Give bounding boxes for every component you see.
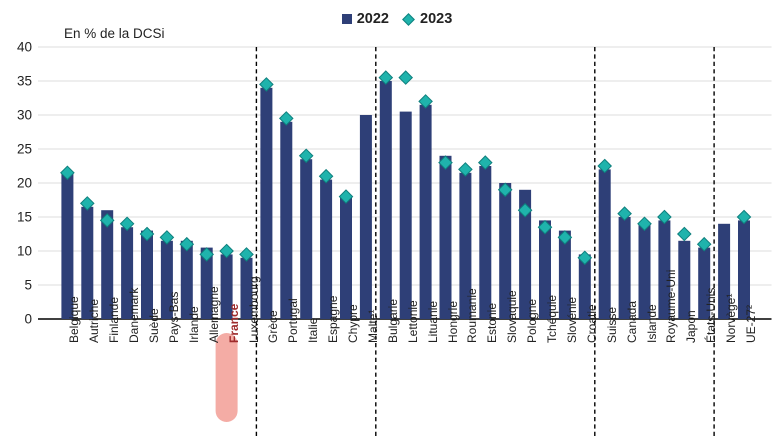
svg-text:0: 0 [24, 312, 32, 327]
svg-text:10: 10 [17, 244, 32, 259]
svg-text:35: 35 [17, 74, 32, 89]
svg-text:40: 40 [17, 40, 32, 55]
svg-text:5: 5 [24, 278, 32, 293]
svg-text:20: 20 [17, 176, 32, 191]
svg-text:30: 30 [17, 108, 32, 123]
svg-text:25: 25 [17, 142, 32, 157]
svg-text:15: 15 [17, 210, 32, 225]
